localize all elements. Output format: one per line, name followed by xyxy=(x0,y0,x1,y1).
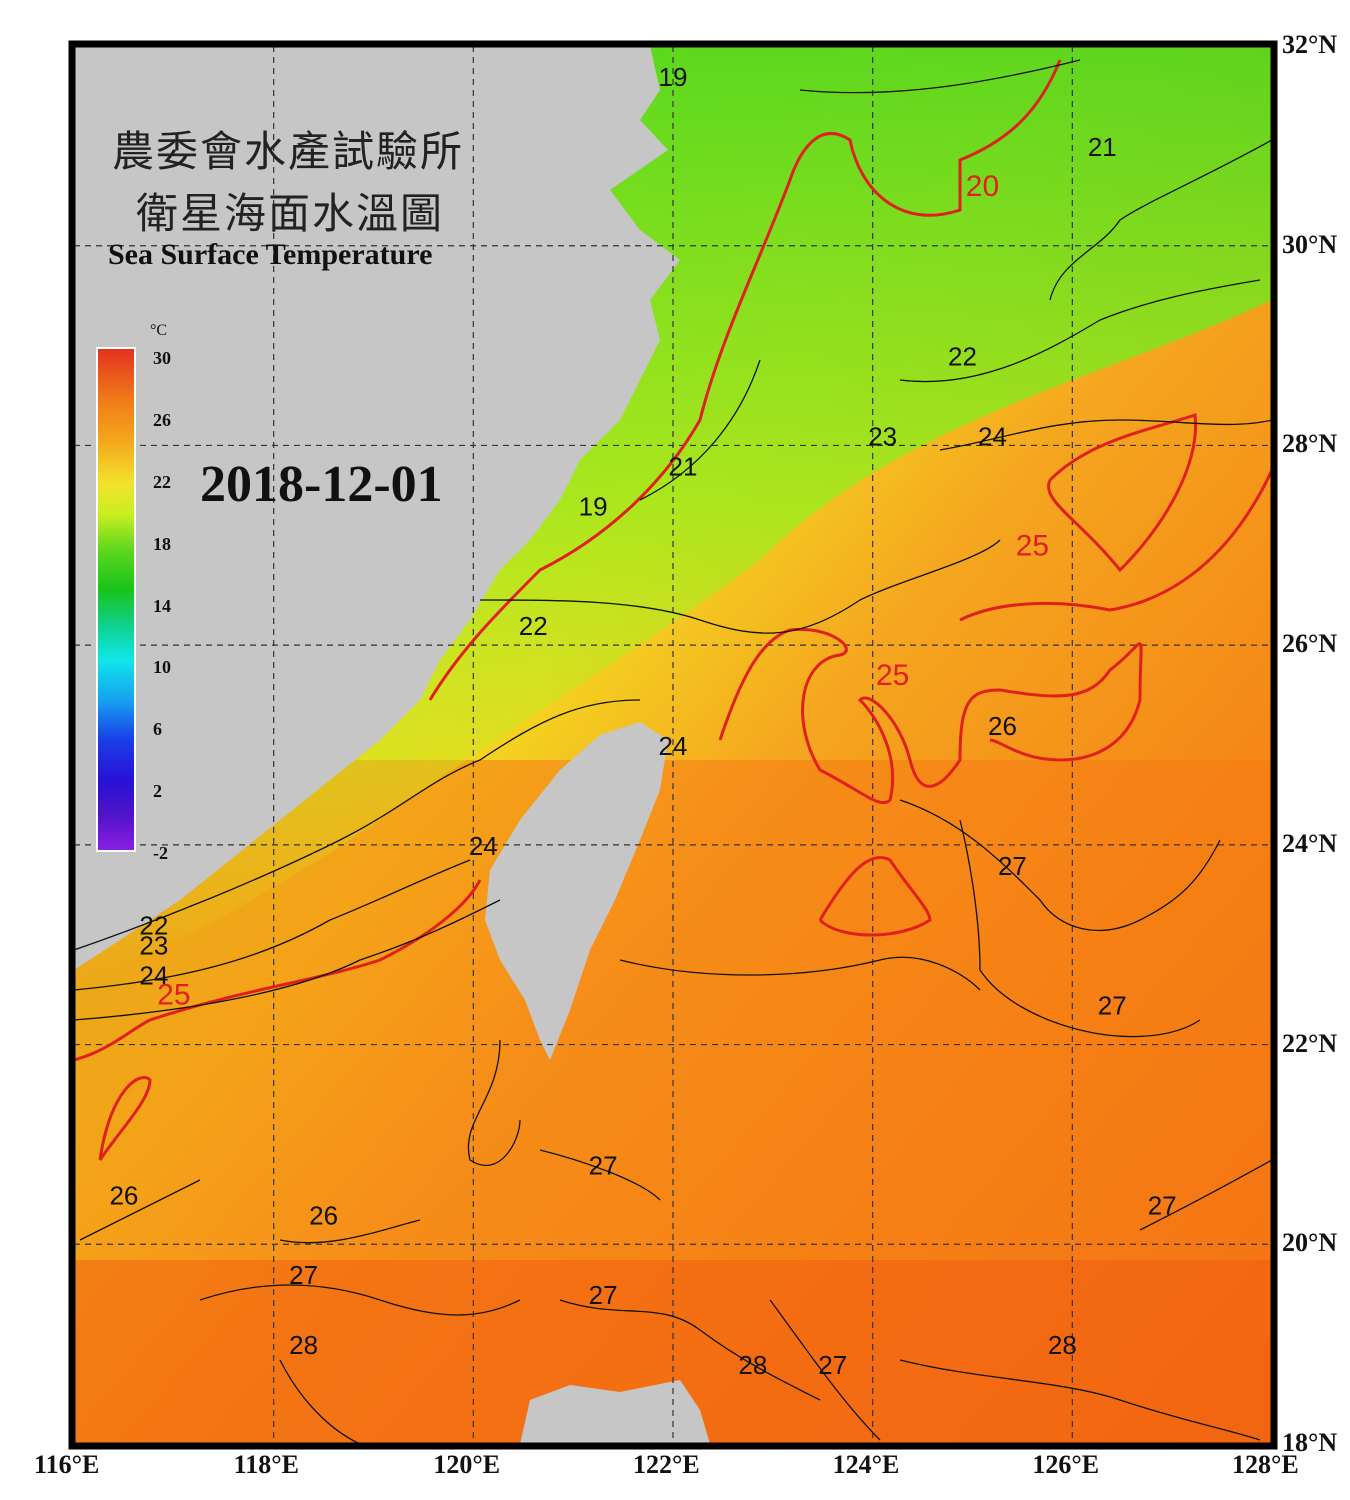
contour-label: 28 xyxy=(1048,1330,1077,1360)
contour-label: 19 xyxy=(579,491,608,521)
colorbar-tick-label: 30 xyxy=(153,348,171,368)
title-agency: 農委會水產試驗所 xyxy=(112,127,465,176)
contour-label: 25 xyxy=(876,659,909,692)
colorbar-tick-label: 18 xyxy=(153,533,171,554)
latitude-label: 30°N xyxy=(1282,229,1338,259)
contour-label: 27 xyxy=(589,1280,618,1310)
contour-label: 24 xyxy=(469,831,498,861)
colorbar-tick-label: -2 xyxy=(153,843,168,863)
contour-label: 22 xyxy=(948,342,977,372)
contour-label: 28 xyxy=(289,1330,318,1360)
contour-label: 27 xyxy=(589,1150,618,1180)
contour-label: 24 xyxy=(139,961,168,991)
date-label: 2018-12-01 xyxy=(200,456,443,513)
isotherm-25-north xyxy=(959,412,1272,622)
contour-label: 26 xyxy=(309,1200,338,1230)
isotherm-lines xyxy=(74,59,1272,1444)
contour-label: 22 xyxy=(519,611,548,641)
contour-label: 26 xyxy=(109,1180,138,1210)
contour-label: 26 xyxy=(988,711,1017,741)
mainland-land xyxy=(74,46,680,970)
longitude-label: 126°E xyxy=(1032,1450,1100,1479)
contour-label: 21 xyxy=(669,451,698,481)
contour-label: 27 xyxy=(289,1260,318,1290)
contour-label: 24 xyxy=(978,421,1007,451)
contour-label: 28 xyxy=(738,1350,767,1380)
latitude-label: 18°N xyxy=(1282,1428,1338,1457)
colorbar-tick-label: 6 xyxy=(153,719,162,740)
latitude-label: 32°N xyxy=(1282,30,1338,59)
isotherm-other xyxy=(74,59,1272,1444)
contour-label: 25 xyxy=(157,979,190,1012)
contour-label: 27 xyxy=(1148,1190,1177,1220)
contour-label: 27 xyxy=(1098,991,1127,1021)
contour-label: 22 xyxy=(139,911,168,941)
longitude-label: 120°E xyxy=(433,1450,501,1479)
contour-label: 23 xyxy=(139,931,168,961)
contour-label: 24 xyxy=(659,731,688,761)
longitude-label: 128°E xyxy=(1232,1450,1299,1479)
contour-label: 23 xyxy=(868,421,897,451)
contour-label: 27 xyxy=(998,851,1027,881)
colorbar-unit: °C xyxy=(150,322,168,339)
map-frame xyxy=(68,40,1278,1450)
colorbar xyxy=(96,347,136,852)
latitude-label: 20°N xyxy=(1282,1228,1338,1258)
contour-label: 25 xyxy=(1016,529,1049,562)
latitude-label: 28°N xyxy=(1282,429,1338,459)
contour-label: 20 xyxy=(966,170,999,203)
longitude-label: 116°E xyxy=(34,1450,100,1479)
contour-label: 27 xyxy=(818,1350,847,1380)
colorbar-tick-label: 14 xyxy=(153,595,171,616)
graticule xyxy=(74,46,1272,1444)
colorbar-tick-label: 26 xyxy=(153,409,171,430)
contour-label: 21 xyxy=(1088,132,1117,162)
colorbar-tick-label: 10 xyxy=(153,657,171,678)
latitude-label: 24°N xyxy=(1282,828,1338,858)
isotherm-25-south xyxy=(74,856,932,1161)
longitude-label: 124°E xyxy=(832,1450,900,1479)
longitude-label: 122°E xyxy=(633,1450,700,1479)
colorbar-tick-label: 2 xyxy=(153,781,162,802)
latitude-label: 22°N xyxy=(1282,1028,1338,1058)
longitude-label: 118°E xyxy=(233,1450,299,1479)
colorbar-tick-label: 22 xyxy=(153,471,171,492)
title-english: Sea Surface Temperature xyxy=(108,238,433,271)
isotherm-25-central xyxy=(718,627,1143,805)
luzon-land xyxy=(520,1380,710,1444)
isotherm-20 xyxy=(428,59,1062,701)
contour-label: 19 xyxy=(659,62,688,92)
title-map-name: 衛星海面水溫圖 xyxy=(136,189,445,238)
taiwan-land xyxy=(485,722,668,1060)
latitude-label: 26°N xyxy=(1282,629,1338,659)
